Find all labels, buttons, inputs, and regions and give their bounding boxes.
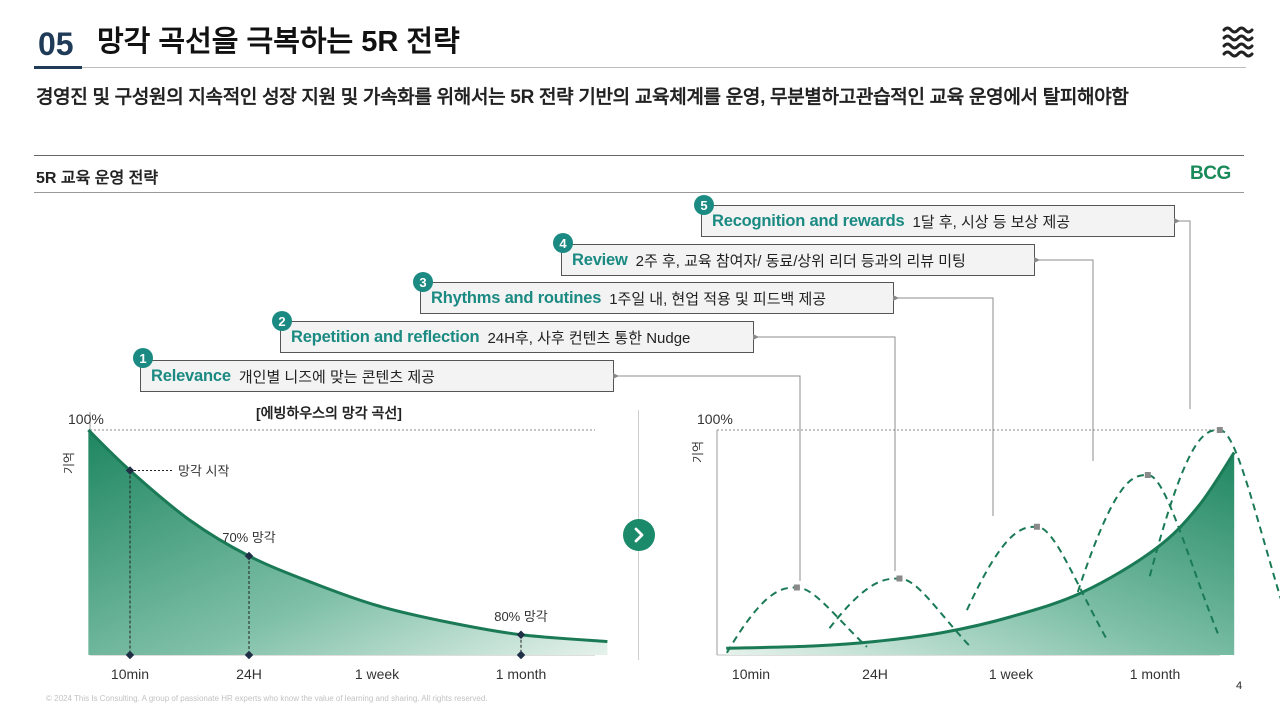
strategy-name: Rhythms and routines [431,288,602,307]
strategy-badge-4: 4 [553,233,573,253]
x-tick-label: 1 month [496,666,547,682]
strategy-name: Relevance [151,366,231,385]
strategy-name: Review [572,250,628,269]
x-tick-label: 10min [111,666,149,682]
waves-icon [1222,22,1254,62]
5r-retention-chart: 100% 기억 10min 24H 1 week 1 month [691,411,1280,682]
connector-1 [613,373,801,581]
page-title: 망각 곡선을 극복하는 5R 전략 [97,26,460,58]
strategy-badge-1: 1 [133,348,153,368]
retention-curve [726,451,1236,650]
x-tick-label: 1 month [1130,666,1181,682]
x-tick-label: 1 week [989,666,1034,682]
strategy-desc: 24H후, 사후 컨텐츠 통한 Nudge [487,329,691,347]
strategy-box-4: Review 2주 후, 교육 참여자/ 동료/상위 리더 등과의 리뷰 미팅 [561,244,1035,276]
connector-5 [1174,218,1191,409]
y-axis-label: 기억 [62,452,76,474]
section-rule-bottom [34,192,1244,193]
review-peak-marker [896,575,903,582]
forgetting-curve-chart: 100% 기억 10min 24H 1 week 1 month 망각 시작 70% 망각… [62,411,608,682]
review-peak-marker [1144,472,1151,478]
strategy-desc: 1주일 내, 현업 적용 및 피드백 제공 [609,290,827,308]
marker-label: 80% 망각 [494,609,548,624]
x-tick-label: 1 week [355,666,400,682]
title-rule [34,67,1246,68]
marker-label: 망각 시작 [178,464,229,479]
strategy-box-2: Repetition and reflection 24H후, 사후 컨텐츠 통… [280,321,754,353]
y-top-label: 100% [68,411,104,427]
y-top-label: 100% [697,411,733,427]
forgetting-area [88,430,608,655]
page-subtitle: 경영진 및 구성원의 지속적인 성장 지원 및 가속화를 위해서는 5R 전략 … [36,87,1129,108]
strategy-box-5: Recognition and rewards 1달 후, 시상 등 보상 제공 [701,205,1175,237]
review-peak-marker [793,584,800,591]
forgetting-curve [87,428,608,643]
section-number: 05 [38,26,74,62]
x-tick-label: 24H [862,666,888,682]
bcg-logo: BCG [1190,163,1231,184]
connector-4 [1034,257,1094,461]
review-hump [1076,473,1219,634]
chart-title: [에빙하우스의 망각 곡선] [256,405,402,421]
strategy-name: Recognition and rewards [712,211,905,230]
page-number: 4 [1236,680,1243,692]
strategy-desc: 개인별 니즈에 맞는 콘텐츠 제공 [238,368,435,386]
strategy-box-1: Relevance 개인별 니즈에 맞는 콘텐츠 제공 [140,360,614,392]
strategy-box-3: Rhythms and routines 1주일 내, 현업 적용 및 피드백 … [420,282,894,314]
strategy-badge-5: 5 [694,195,714,215]
connector-2 [753,334,896,571]
strategy-badge-3: 3 [413,272,433,292]
section-number-underline [34,66,82,69]
strategy-badge-2: 2 [272,311,292,331]
chevron-right-icon [623,519,655,551]
retention-area [726,452,1235,655]
marker-point [516,630,526,639]
marker-label: 70% 망각 [222,530,276,545]
connector-3 [893,295,994,516]
section-rule-top [34,155,1244,156]
copyright-footer: © 2024 This Is Consulting. A group of pa… [46,694,488,703]
strategy-desc: 2주 후, 교육 참여자/ 동료/상위 리더 등과의 리뷰 미팅 [635,252,966,270]
x-tick-label: 24H [236,666,262,682]
y-axis-label: 기억 [691,441,705,463]
axis-marker [516,650,526,660]
review-peak-marker [1216,427,1223,433]
review-peak-marker [1033,523,1040,530]
strategy-name: Repetition and reflection [291,327,480,346]
section-label: 5R 교육 운영 전략 [36,170,159,187]
x-tick-label: 10min [732,666,770,682]
strategy-desc: 1달 후, 시상 등 보상 제공 [912,213,1071,231]
